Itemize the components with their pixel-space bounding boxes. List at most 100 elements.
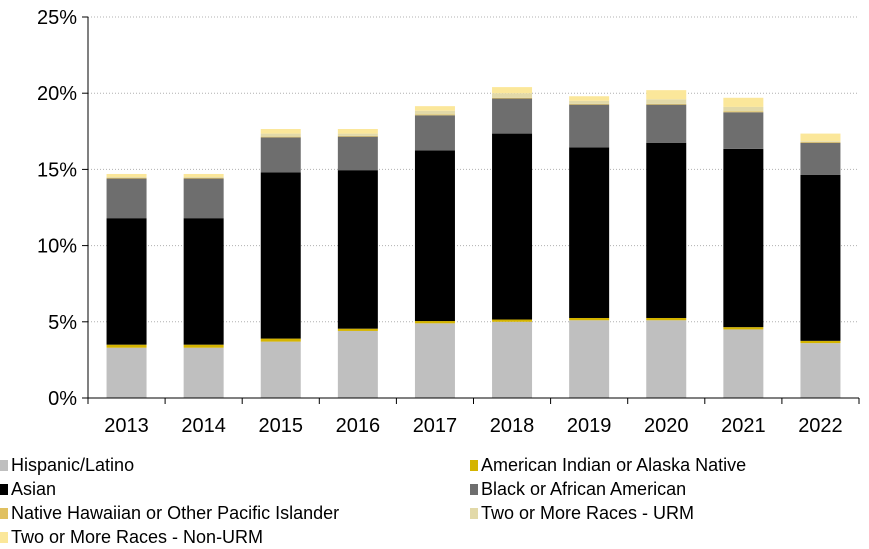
bar-segment [414, 321, 455, 324]
bar-segment [106, 344, 147, 348]
bar-segment [492, 133, 533, 320]
stacked-bar-chart: 0%5%10%15%20%25% 2013 2014 2015 2016 2017 201… [37, 7, 860, 437]
bar-segment [183, 344, 224, 348]
bar-segment [569, 317, 610, 321]
legend-swatch [0, 508, 8, 519]
bar-segment [106, 177, 147, 178]
legend-label: American Indian or Alaska Native [481, 455, 747, 475]
bar-segment [260, 136, 301, 138]
bar-segment [646, 104, 687, 143]
x-tick-label: 2021 [721, 415, 766, 437]
bar-segment [646, 320, 687, 398]
bar-segment [492, 319, 533, 322]
bar-segment [183, 178, 224, 219]
bar-segment [183, 177, 224, 179]
bar-segment [569, 104, 610, 148]
legend-swatch [470, 508, 478, 519]
legend-swatch [0, 532, 8, 543]
bar-segment [646, 103, 687, 105]
legend-label: Asian [11, 479, 57, 499]
x-tick-label: 2018 [490, 415, 535, 437]
bar-segment [646, 99, 687, 104]
bar-segment [106, 177, 147, 179]
bar-segment [337, 328, 378, 331]
legend-label: Two or More Races - URM [481, 503, 695, 523]
bar-segment [260, 338, 301, 342]
bar-segment [337, 133, 378, 136]
x-tick-label: 2019 [567, 415, 612, 437]
legend-item: American Indian or Alaska Native [470, 455, 746, 476]
legend-item: Hispanic/Latino [0, 455, 134, 476]
bar-segment [800, 142, 841, 175]
bar-segment [723, 112, 764, 149]
bar-segment [106, 173, 147, 178]
bar-segment [260, 129, 301, 134]
bar-segment [569, 96, 610, 101]
bar-segment [646, 90, 687, 100]
bar-segment [800, 343, 841, 398]
bar-segment [492, 87, 533, 94]
bar-segment [723, 111, 764, 113]
x-tick-label: 2022 [798, 415, 843, 437]
legend-swatch [0, 484, 8, 495]
bar-segment [106, 347, 147, 398]
bar-segment [800, 141, 841, 142]
bar-segment [569, 103, 610, 105]
bar-segment [260, 341, 301, 398]
legend-item: Asian [0, 479, 56, 500]
legend: Hispanic/Latino American Indian or Alaska… [0, 452, 869, 549]
x-tick-label: 2013 [104, 415, 149, 437]
bar-segment [260, 133, 301, 137]
legend-label: Native Hawaiian or Other Pacific Islande… [11, 503, 340, 523]
bar-segment [414, 150, 455, 322]
bar-segment [414, 115, 455, 151]
bar-segment [800, 340, 841, 344]
bar-segment [800, 133, 841, 142]
bar-segment [106, 178, 147, 219]
bar-segment [260, 137, 301, 173]
bar-segment [723, 327, 764, 330]
y-tick-label: 5% [48, 312, 77, 334]
legend-swatch [0, 460, 8, 471]
bar-segment [492, 321, 533, 398]
bar-segment [646, 142, 687, 318]
legend-item: Two or More Races - URM [470, 503, 694, 524]
bar-segment [646, 317, 687, 321]
legend-swatch [470, 460, 478, 471]
y-tick-label: 15% [37, 159, 77, 181]
x-tick-label: 2016 [336, 415, 381, 437]
bars [106, 87, 841, 398]
bar-segment [260, 172, 301, 339]
bar-segment [414, 106, 455, 111]
bar-segment [800, 174, 841, 341]
legend-item: Black or African American [470, 479, 686, 500]
bar-segment [569, 147, 610, 318]
bar-segment [183, 173, 224, 178]
y-tick-label: 25% [37, 7, 77, 29]
bar-segment [337, 135, 378, 137]
x-tick-label: 2020 [644, 415, 689, 437]
y-tick-label: 20% [37, 83, 77, 105]
y-tick-label: 0% [48, 388, 77, 410]
legend-item: Two or More Races - Non-URM [0, 527, 263, 548]
bar-segment [414, 110, 455, 115]
bar-segment [414, 323, 455, 398]
bar-segment [337, 170, 378, 329]
bar-segment [723, 329, 764, 398]
legend-item: Native Hawaiian or Other Pacific Islande… [0, 503, 339, 524]
bar-segment [492, 93, 533, 98]
bar-segment [492, 98, 533, 134]
bar-segment [414, 114, 455, 116]
legend-label: Two or More Races - Non-URM [11, 527, 264, 547]
bar-segment [492, 97, 533, 99]
bar-segment [569, 320, 610, 398]
bar-segment [106, 218, 147, 345]
bar-segment [723, 106, 764, 112]
legend-label: Hispanic/Latino [11, 455, 135, 475]
y-tick-label: 10% [37, 236, 77, 258]
x-tick-label: 2014 [181, 415, 226, 437]
x-tick-label: 2017 [413, 415, 458, 437]
bar-segment [183, 218, 224, 345]
bar-segment [800, 141, 841, 143]
bar-segment [337, 330, 378, 398]
